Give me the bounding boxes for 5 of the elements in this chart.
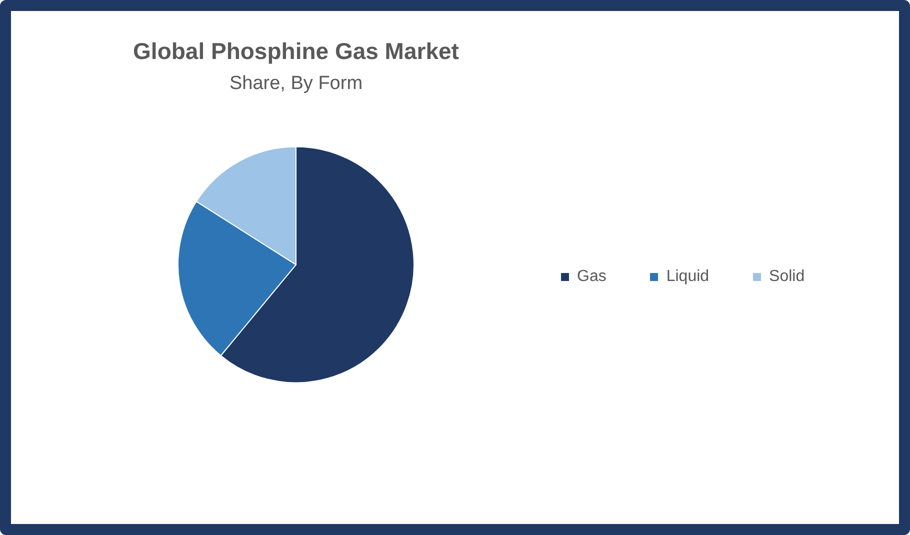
chart-title: Global Phosphine Gas Market [133,38,460,64]
legend-label: Solid [769,268,805,286]
chart-subtitle: Share, By Form [229,73,363,94]
legend-label: Gas [577,268,606,286]
legend-label: Liquid [666,268,710,286]
